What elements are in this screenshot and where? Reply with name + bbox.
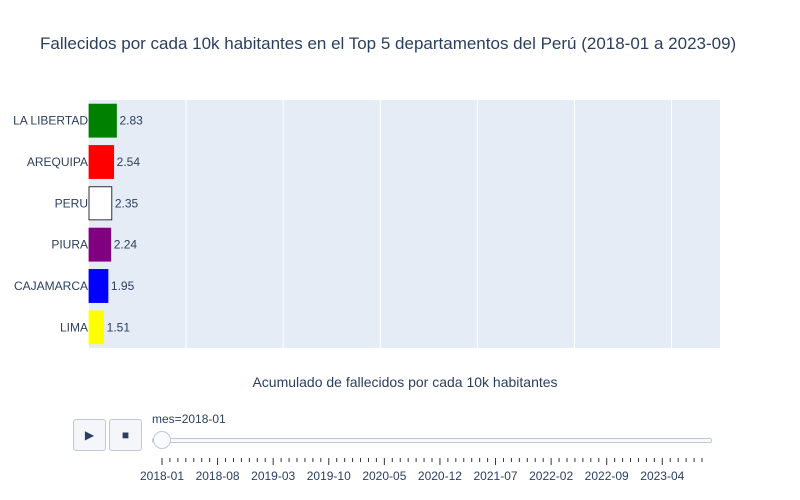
- bar-value-label: 2.35: [115, 196, 139, 210]
- frame-slider-handle[interactable]: [153, 431, 171, 449]
- slider-current-value: 2018-01: [181, 412, 226, 426]
- bar: [88, 310, 105, 345]
- bar-value-label: 2.83: [119, 114, 143, 128]
- frame-slider-track[interactable]: [152, 438, 712, 443]
- stop-icon: ■: [121, 428, 130, 442]
- slider-current-label: mes=2018-01: [152, 412, 226, 426]
- x-axis-title: Acumulado de fallecidos por cada 10k hab…: [252, 374, 558, 390]
- y-tick-label: LA LIBERTAD: [13, 114, 88, 128]
- chart-title: Fallecidos por cada 10k habitantes en el…: [40, 34, 737, 53]
- y-tick-label: AREQUIPA: [27, 155, 88, 169]
- y-tick-label: PERU: [55, 196, 88, 210]
- y-tick-label: LIMA: [60, 320, 88, 334]
- plot-area: [89, 100, 720, 348]
- stop-button[interactable]: ■: [109, 419, 142, 451]
- slider-prefix: mes=: [152, 412, 182, 426]
- play-button[interactable]: ▶: [73, 419, 106, 451]
- bar: [88, 227, 112, 262]
- bar-value-label: 2.24: [114, 238, 138, 252]
- y-tick-label: CAJAMARCA: [14, 279, 88, 293]
- bar: [88, 186, 113, 221]
- play-icon: ▶: [84, 428, 95, 442]
- bar: [88, 103, 117, 138]
- bar: [88, 145, 115, 179]
- y-tick-label: PIURA: [51, 238, 88, 252]
- bar-value-label: 1.51: [107, 320, 131, 334]
- bar-value-label: 2.54: [117, 155, 141, 169]
- bar-value-label: 1.95: [111, 279, 135, 293]
- bar: [88, 269, 109, 303]
